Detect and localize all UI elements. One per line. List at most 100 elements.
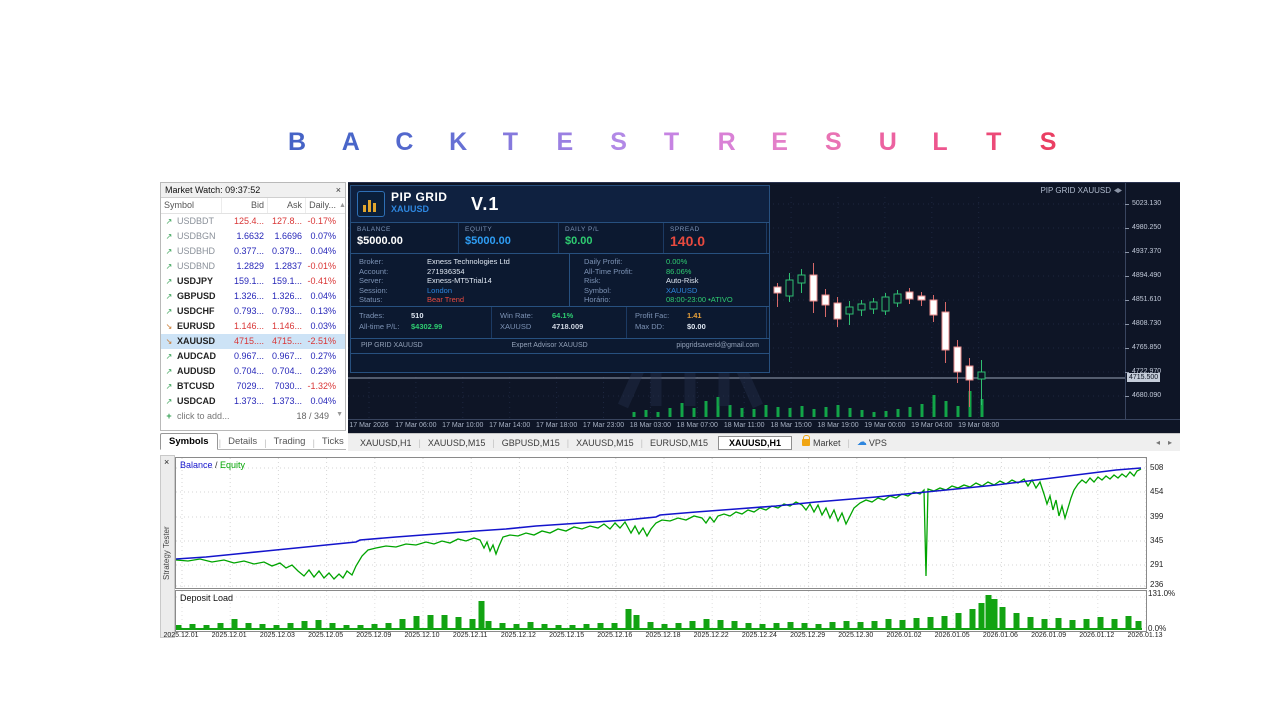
deposit-bar — [569, 625, 576, 629]
ask-value: 1.326... — [271, 291, 302, 301]
close-icon[interactable]: × — [164, 457, 170, 467]
bid-value: 159.1... — [233, 276, 264, 286]
tab-trading[interactable]: Trading — [273, 436, 306, 447]
tester-date-label: 2025.12.01 — [163, 632, 199, 639]
tab-ticks[interactable]: Ticks — [321, 436, 344, 447]
symbol-name: USDJPY — [177, 276, 214, 286]
column-bid[interactable]: Bid — [221, 198, 267, 213]
candlestick — [965, 365, 974, 381]
title-letter: T — [986, 128, 1002, 156]
bid-value: 1.2829 — [236, 261, 264, 271]
trades-value: 4718.009 — [552, 322, 584, 331]
chart-tab-xauusd-h1[interactable]: XAUUSD,H1 — [717, 435, 792, 450]
deposit-bar — [597, 623, 604, 629]
info-row: Daily Profit: 0.00% — [584, 257, 769, 267]
scroll-left-icon[interactable]: ◂ — [1155, 438, 1160, 447]
trades-cell: Win Rate: 64.1% XAUUSD 4718.009 — [492, 307, 627, 338]
column-ask[interactable]: Ask — [267, 198, 305, 213]
market-watch-row[interactable]: ↗ BTCUSD 7029... 7030... -1.32% — [161, 379, 345, 394]
market-watch-row[interactable]: ↗ USDBDT 125.4... 127.8... -0.17% — [161, 214, 345, 229]
price-tick — [1125, 324, 1129, 325]
deposit-bar — [385, 623, 392, 629]
market-watch-row[interactable]: ↗ USDBGN 1.6632 1.6696 0.07% — [161, 229, 345, 244]
stat-value: $5000.00 — [357, 235, 403, 247]
current-price-chip: 4715.500 — [1127, 373, 1161, 382]
market-watch-row[interactable]: ↗ GBPUSD 1.326... 1.326... 0.04% — [161, 289, 345, 304]
time-label: 19 Mar 00:00 — [864, 422, 906, 429]
chart-tab-xauusd-m15[interactable]: XAUUSD,M15 — [576, 437, 634, 448]
market-watch-row[interactable]: ↗ USDCHF 0.793... 0.793... 0.13% — [161, 304, 345, 319]
market-watch-row[interactable]: ↗ AUDUSD 0.704... 0.704... 0.23% — [161, 364, 345, 379]
tab-separator: | — [566, 437, 570, 448]
chart-tab-gbpusd-m15[interactable]: GBPUSD,M15 — [501, 437, 560, 448]
close-icon[interactable]: × — [335, 185, 341, 195]
volume-bar — [872, 412, 876, 417]
chart-corner-label: PIP GRID XAUUSD — [1040, 186, 1122, 195]
market-watch-row[interactable]: ↗ USDJPY 159.1... 159.1... -0.41% — [161, 274, 345, 289]
vps-button[interactable]: VPS — [868, 437, 887, 448]
price-label: 5023.130 — [1132, 200, 1162, 207]
tester-date-label: 2025.12.09 — [356, 632, 392, 639]
info-row: Risk: Auto-Risk — [584, 276, 769, 286]
ea-info-section: Broker: Exness Technologies Ltd Account: 27… — [351, 254, 769, 307]
scroll-down-icon[interactable]: ▼ — [336, 411, 343, 418]
strategy-tester-label[interactable]: Strategy Tester — [162, 526, 171, 580]
deposit-bar — [801, 623, 808, 629]
time-label: 17 Mar 18:00 — [535, 422, 578, 429]
deposit-bar — [999, 607, 1006, 629]
tab-symbols[interactable]: Symbols — [160, 433, 218, 450]
plus-icon: + — [166, 411, 172, 421]
chart-window[interactable]: PIP GRID XAUUSD 4715.500 PIP GRID XAUUSD… — [348, 182, 1180, 434]
stat-value: $0.00 — [565, 235, 593, 247]
deposit-bar — [455, 617, 462, 629]
market-button[interactable]: Market — [812, 437, 841, 448]
candlestick — [773, 286, 782, 294]
ea-panel: PIP GRID XAUUSD V.1 BALANCE $5000.00 EQUIT… — [350, 185, 770, 373]
market-watch-row[interactable]: ↘ XAUUSD 4715.... 4715.... -2.51% — [161, 334, 345, 349]
market-watch-row[interactable]: ↗ USDBHD 0.377... 0.379... 0.04% — [161, 244, 345, 259]
volume-bar — [776, 407, 780, 417]
column-daily[interactable]: Daily... — [305, 198, 339, 213]
volume-bar — [944, 401, 948, 417]
tester-date-label: 2025.12.15 — [549, 632, 585, 639]
arrow-up-icon: ↗ — [165, 382, 173, 391]
cloud-icon: ☁ — [856, 437, 867, 448]
deposit-bar — [857, 622, 864, 629]
market-watch-row[interactable]: ↗ USDCAD 1.373... 1.373... 0.04% — [161, 394, 345, 409]
tab-scroll-arrows: ◂ ▸ — [1156, 438, 1172, 447]
deposit-bar — [371, 624, 378, 629]
volume-bar — [860, 410, 864, 417]
deposit-bar — [871, 621, 878, 629]
chart-tab-xauusd-m15[interactable]: XAUUSD,M15 — [427, 437, 486, 448]
tester-y-label: 454 — [1150, 487, 1164, 496]
symbol-name: USDBND — [177, 261, 216, 271]
tester-y-label: 345 — [1150, 536, 1164, 545]
candlestick — [881, 296, 890, 312]
price-axis-line — [1125, 183, 1126, 419]
volume-bar — [884, 411, 888, 417]
market-watch-row[interactable]: ↘ EURUSD 1.146... 1.146... 0.03% — [161, 319, 345, 334]
deposit-bar — [773, 623, 780, 629]
tab-details[interactable]: Details — [228, 436, 258, 447]
chart-tab-eurusd-m15[interactable]: EURUSD,M15 — [649, 437, 708, 448]
symbol-count: 18 / 349 — [296, 411, 329, 421]
symbol-name: EURUSD — [177, 321, 216, 331]
info-row: Symbol: XAUUSD — [584, 286, 769, 296]
market-watch-row[interactable]: ↗ AUDCAD 0.967... 0.967... 0.27% — [161, 349, 345, 364]
tester-date-label: 2025.12.03 — [259, 632, 295, 639]
market-watch-row[interactable]: ↗ USDBND 1.2829 1.2837 -0.01% — [161, 259, 345, 274]
title-letter: S — [610, 128, 627, 156]
ask-value: 0.379... — [271, 246, 302, 256]
deposit-bar — [189, 624, 196, 629]
info-value: Exness Technologies Ltd — [427, 257, 510, 266]
deposit-bar — [541, 624, 548, 629]
info-value: 0.00% — [666, 257, 688, 266]
deposit-bar — [469, 619, 476, 629]
scroll-up-icon[interactable]: ▲ — [339, 202, 346, 209]
column-symbol[interactable]: Symbol — [164, 200, 195, 210]
daily-change: 0.27% — [310, 351, 336, 361]
chart-tab-xauusd-h1[interactable]: XAUUSD,H1 — [360, 437, 412, 448]
add-symbol-row[interactable]: + click to add... 18 / 349 — [161, 409, 345, 424]
scroll-right-icon[interactable]: ▸ — [1167, 438, 1172, 447]
